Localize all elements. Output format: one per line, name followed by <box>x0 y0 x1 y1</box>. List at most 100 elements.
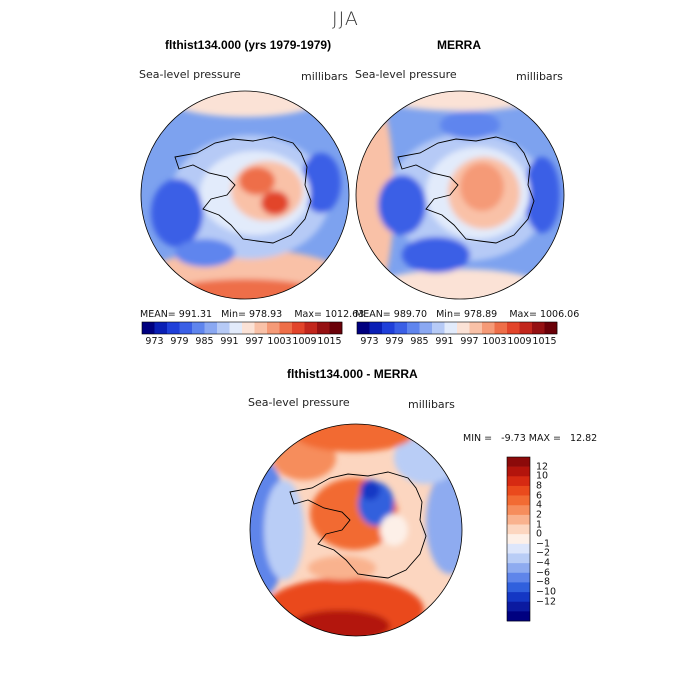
panel3-colorbar-ticks: 12 10 8 6 4 2 1 0 −1 −2 −4 −6 −8 −10 −12 <box>536 457 576 621</box>
panel3-colorbar-box-4 <box>507 495 530 506</box>
panel3-colorbar-box-16 <box>507 611 530 622</box>
panel2-colorbar-box-9 <box>469 322 483 334</box>
panel1-colorbar-box-14 <box>317 322 330 334</box>
panel2-colorbar-box-5 <box>419 322 433 334</box>
panel3-colorbar-box-3 <box>507 485 530 496</box>
panel1-map-border <box>140 90 350 300</box>
panel3-units-label: millibars <box>408 398 455 411</box>
panel1-colorbar-box-3 <box>179 322 193 334</box>
panel3-min-label: MIN = <box>463 433 493 444</box>
panel3-zone-south-pos-core <box>290 610 390 636</box>
panel3-zone-east-neg <box>426 470 462 574</box>
panel1-colorbar-tick-label: 1009 <box>292 336 317 347</box>
panel3-colorbar-box-5 <box>507 505 530 516</box>
panel1-colorbar-box-9 <box>254 322 268 334</box>
panel3-colorbar-box-0 <box>507 457 530 467</box>
panel3-colorbar-box-6 <box>507 514 530 525</box>
panel3-colorbar-tick-label: 4 <box>536 499 543 511</box>
panel1-zone-northhigh <box>165 91 325 117</box>
panel1-zone-plateau-high2 <box>261 191 289 215</box>
panel2-variable-label: Sea-level pressure <box>355 68 457 81</box>
panel2-zone-deeplow-e <box>524 157 560 233</box>
panel3-stats: MIN = -9.73 MAX = 12.82 <box>463 433 597 444</box>
panel2-zone-northhigh <box>370 91 550 111</box>
panel1-colorbar-box-4 <box>192 322 205 334</box>
panel2-colorbar-tick-label: 1003 <box>482 336 507 347</box>
panel2-zone-deeplow-s <box>402 237 470 273</box>
panel1-colorbar-tick-label: 979 <box>170 336 189 347</box>
panel2-colorbar-border <box>356 321 558 335</box>
panel3-variable-label: Sea-level pressure <box>248 396 350 409</box>
panel3-antarctica-coastline <box>289 471 427 579</box>
panel1-colorbar-box-10 <box>267 322 280 334</box>
panel3-zone-continent-neg-core <box>360 480 380 500</box>
panel1-max-label: Max= <box>294 309 322 320</box>
panel1-colorbar-ticks: 973 979 985 991 997 1003 1009 1015 <box>142 336 342 348</box>
panel3-colorbar-tick-label: 1 <box>536 519 543 531</box>
panel1-colorbar-box-13 <box>304 322 318 334</box>
panel1-colorbar-box-12 <box>292 322 305 334</box>
panel2-colorbar-tick-label: 991 <box>435 336 454 347</box>
panel1-mean-label: MEAN= <box>140 309 176 320</box>
panel3-colorbar-tick-label: −1 <box>536 538 551 550</box>
panel3-colorbar-box-14 <box>507 592 530 603</box>
panel2-colorbar-box-14 <box>532 322 545 334</box>
panel2-colorbar-tick-label: 1015 <box>532 336 557 347</box>
panel3-zone-mid-pos <box>308 556 376 580</box>
panel1-mean-value: 991.31 <box>178 309 213 320</box>
panel2-colorbar-tick-label: 985 <box>410 336 429 347</box>
panel3-colorbar <box>506 456 531 622</box>
panel3-colorbar-tick-label: 0 <box>536 528 543 540</box>
panel3-max-label: MAX = <box>528 433 561 444</box>
panel2-colorbar-tick-label: 973 <box>360 336 379 347</box>
panel1-variable-label: Sea-level pressure <box>139 68 241 81</box>
panel2-colorbar-box-7 <box>444 322 458 334</box>
panel2-colorbar-box-0 <box>357 322 370 334</box>
panel2-colorbar-box-3 <box>394 322 408 334</box>
panel1-colorbar-box-2 <box>167 322 180 334</box>
panel1-title: flthist134.000 (yrs 1979-1979) <box>165 38 332 52</box>
panel2-min-value: 978.89 <box>463 309 498 320</box>
panel3-map-border <box>249 423 463 637</box>
panel1-colorbar-border <box>141 321 343 335</box>
panel3-colorbar-box-15 <box>507 601 530 612</box>
panel2-colorbar <box>356 321 558 335</box>
panel3-min-value: -9.73 <box>501 433 526 444</box>
panel3-colorbar-box-9 <box>507 543 530 554</box>
panel2-antarctica-coastline <box>397 136 535 244</box>
panel2-mean-value: 989.70 <box>393 309 428 320</box>
panel3-zone-continent-white <box>380 514 408 546</box>
panel3-colorbar-tick-label: −4 <box>536 557 551 569</box>
panel2-colorbar-tick-label: 997 <box>460 336 479 347</box>
panel2-title: MERRA <box>437 38 481 52</box>
panel2-colorbar-box-1 <box>369 322 383 334</box>
panel2-colorbar-box-13 <box>519 322 533 334</box>
panel3-colorbar-box-1 <box>507 466 530 477</box>
panel1-min-value: 978.93 <box>248 309 283 320</box>
panel3-colorbar-tick-label: −2 <box>536 547 551 559</box>
panel3-colorbar-tick-label: 10 <box>536 470 549 482</box>
panel3-colorbar-border <box>506 456 531 622</box>
panel1-zone-plateau-high1 <box>239 167 275 195</box>
panel2-colorbar-box-8 <box>457 322 470 334</box>
panel1-colorbar-box-8 <box>242 322 255 334</box>
panel3-colorbar-tick-label: 8 <box>536 480 543 492</box>
panel2-max-value: 1006.06 <box>539 309 580 320</box>
panel3-colorbar-box-7 <box>507 524 530 535</box>
panel2-zone-southhigh <box>360 269 560 299</box>
panel2-colorbar-box-6 <box>432 322 445 334</box>
panel3-colorbar-tick-label: −12 <box>536 596 557 608</box>
panel3-colorbar-box-2 <box>507 476 530 487</box>
panel3-colorbar-tick-label: 2 <box>536 509 543 521</box>
panel1-colorbar <box>141 321 343 335</box>
panel2-colorbar-box-12 <box>507 322 520 334</box>
panel2-colorbar-tick-label: 979 <box>385 336 404 347</box>
panel1-stats: MEAN= 991.31 Min= 978.93 Max= 1012.63 <box>140 309 364 320</box>
panel1-colorbar-tick-label: 991 <box>220 336 239 347</box>
panel2-colorbar-box-2 <box>382 322 395 334</box>
panel1-zone-deeplow-w <box>151 179 203 247</box>
panel2-units-label: millibars <box>516 70 563 83</box>
panel2-colorbar-ticks: 973 979 985 991 997 1003 1009 1015 <box>357 336 557 348</box>
panel1-colorbar-tick-label: 1015 <box>317 336 342 347</box>
panel1-colorbar-box-15 <box>329 322 343 334</box>
